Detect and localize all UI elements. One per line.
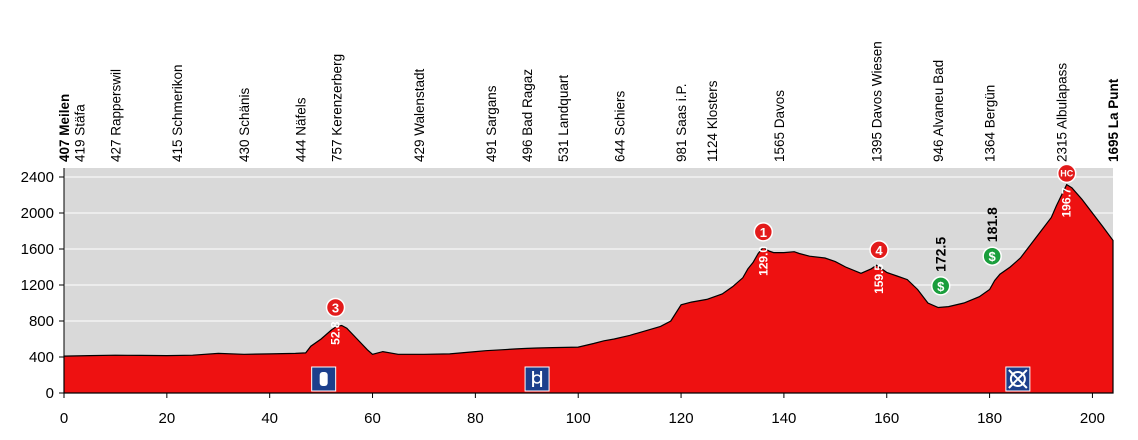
y-tick-label: 2400 <box>21 169 54 186</box>
place-label: 427 Rapperswil <box>108 69 123 162</box>
feed-zone-icon <box>524 366 550 392</box>
place-label: 946 Alvaneu Bad <box>931 60 946 162</box>
climb-km-label: 52.8 <box>329 321 343 345</box>
climb-marker: 352.8 <box>325 297 346 345</box>
place-label: 531 Landquart <box>556 75 571 162</box>
place-labels: 407 Meilen 419 Stäfa 427 Rapperswil 415 Sch… <box>57 41 1121 162</box>
x-tick-label: 140 <box>771 410 796 427</box>
climb-category-badge <box>753 222 774 242</box>
climb-marker: 1 129.0 <box>753 222 774 276</box>
climb-km-label: 159.5 <box>872 264 886 294</box>
y-tick-label: 400 <box>29 349 54 366</box>
y-tick-label: 0 <box>46 385 54 402</box>
x-tick-label: 40 <box>261 410 278 427</box>
place-label: 981 Saas i.P. <box>674 83 689 162</box>
y-tick-label: 1200 <box>21 277 54 294</box>
sprint-icon-glyph: $ <box>989 249 997 264</box>
climb-category-badge <box>325 297 346 318</box>
y-tick-label: 800 <box>29 313 54 330</box>
y-tick-label: 2000 <box>21 205 54 222</box>
elevation-area <box>63 183 1114 394</box>
service-icon-box <box>311 366 337 392</box>
climb-category-label: 4 <box>875 243 883 258</box>
x-axis: 0 20 40 60 80 100 120 140 160 180 200 <box>60 392 1113 427</box>
place-label: 415 Schmerikon <box>170 64 185 162</box>
service-icon-box <box>524 366 550 392</box>
sprint-km-label: 172.5 <box>933 237 949 272</box>
place-label: 429 Walenstadt <box>412 68 427 162</box>
climb-category-label: HC <box>1060 168 1073 178</box>
place-label: 1364 Bergün <box>983 85 998 162</box>
x-tick-label: 160 <box>874 410 899 427</box>
place-label: 419 Stäfa <box>72 104 87 162</box>
x-tick-label: 180 <box>977 410 1002 427</box>
place-label: 444 Näfels <box>294 97 309 162</box>
place-label: 430 Schänis <box>237 87 252 162</box>
climb-category-badge <box>1056 163 1077 184</box>
climb-km-label: 196.7 <box>1060 187 1074 217</box>
profile-area <box>63 183 1114 394</box>
place-label: 1565 Davos <box>772 90 787 162</box>
climb-category-label: 1 <box>760 225 767 240</box>
sprint-icon <box>930 276 951 296</box>
x-tick-label: 20 <box>158 410 175 427</box>
no-feed-zone-icon <box>1005 366 1031 392</box>
sprint-marker: $181.8 <box>982 207 1002 266</box>
water-zone-icon <box>311 366 337 392</box>
sprint-icon-glyph: $ <box>937 279 945 294</box>
x-tick-label: 60 <box>364 410 381 427</box>
sprint-marker: $172.5 <box>930 237 951 296</box>
place-label: 491 Sargans <box>484 85 499 162</box>
sprint-markers: $172.5 $181.8 <box>930 207 1002 296</box>
place-label: 1124 Klosters <box>705 80 720 162</box>
plate-shape <box>532 374 542 384</box>
climb-category-badge <box>869 240 889 260</box>
y-axis: 0 400 800 1200 1600 2000 2400 <box>21 168 65 402</box>
place-label: 644 Schiers <box>612 90 627 162</box>
sprint-icon <box>982 246 1002 266</box>
bottle-shape <box>319 372 328 386</box>
climb-marker: 4 159.5 <box>869 240 889 294</box>
climb-marker: HC 196.7 <box>1056 163 1077 217</box>
place-label: 1395 Davos Wiesen <box>869 41 884 162</box>
climb-category-label: 3 <box>332 301 339 316</box>
x-tick-label: 100 <box>566 410 591 427</box>
place-label: 1695 La Punt <box>1106 78 1121 162</box>
sprint-km-label: 181.8 <box>984 207 1000 242</box>
place-label: 757 Kerenzerberg <box>330 54 345 162</box>
place-label: 496 Bad Ragaz <box>520 69 535 162</box>
no-feed-slash <box>1008 369 1028 389</box>
no-feed-circle <box>1009 371 1026 387</box>
x-tick-label: 120 <box>669 410 694 427</box>
place-label: 2315 Albulapass <box>1055 63 1070 162</box>
climb-km-label: 129.0 <box>756 246 770 276</box>
service-markers <box>311 366 1031 392</box>
x-tick-label: 80 <box>467 410 484 427</box>
y-tick-label: 1600 <box>21 241 54 258</box>
x-tick-label: 200 <box>1080 410 1105 427</box>
place-label: 407 Meilen <box>57 94 72 162</box>
x-tick-label: 0 <box>60 410 68 427</box>
